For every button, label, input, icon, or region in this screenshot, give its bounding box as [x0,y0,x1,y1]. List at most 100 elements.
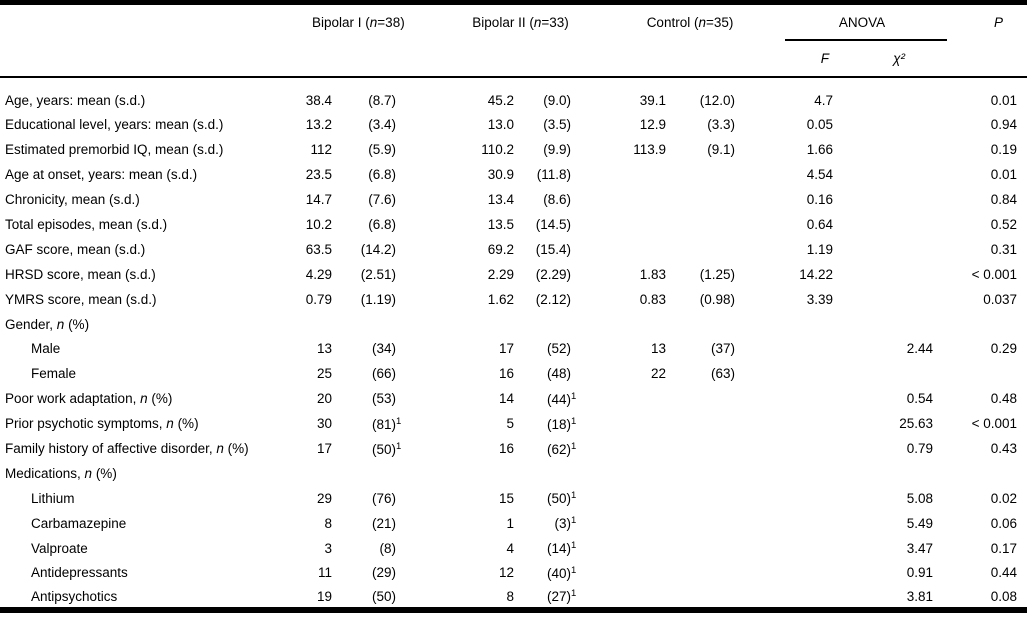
table-row: Age, years: mean (s.d.) 38.4 (8.7) 45.2 … [0,77,1027,113]
cell-ctrl-sd [666,536,735,561]
cell-label: Family history of affective disorder, n … [5,441,249,457]
cell-gap [396,486,456,511]
cell-bp2-sd: (3)1 [554,515,577,532]
cell-ctrl-sd [666,486,735,511]
header-empty-label [0,3,298,41]
cell-ctrl-n [631,312,666,337]
cell-gap [571,262,631,287]
cell-label: GAF score, mean (s.d.) [5,241,146,257]
cell-label: Total episodes, mean (s.d.) [5,217,168,232]
cell-bp2-n [456,461,514,486]
cell-f [735,585,833,610]
cell-ctrl-n [631,486,666,511]
header-chi-square: χ² [833,40,934,78]
cell-ctrl-n [631,436,666,461]
cell-chi-sq [833,113,933,138]
cell-bp2-n [456,312,514,337]
header-empty [631,40,736,78]
cell-p: 0.037 [983,291,1018,307]
cell-gap [571,287,631,312]
cell-gap [571,486,631,511]
cell-bp1-n: 11 [317,565,332,581]
table-row: Estimated premorbid IQ, mean (s.d.) 112 … [0,137,1027,162]
cell-ctrl-n: 39.1 [639,93,667,108]
cell-bp1-sd: (50)1 [372,440,402,457]
cell-gap [571,461,631,486]
table-row: Age at onset, years: mean (s.d.) 23.5 (6… [0,162,1027,187]
cell-gap [571,113,631,138]
cell-bp2-sd: (2.29) [535,266,572,282]
cell-ctrl-n [631,561,666,586]
table-row: YMRS score, mean (s.d.) 0.79 (1.19) 1.62… [0,287,1027,312]
cell-p: < 0.001 [971,416,1018,432]
cell-p [933,461,1027,486]
cell-f [735,561,833,586]
cell-f: 4.7 [814,93,834,108]
cell-bp1-n: 8 [324,515,332,531]
cell-bp1-n: 23.5 [305,167,332,183]
cell-bp2-sd: (52) [547,341,572,357]
cell-bp1-n: 13 [316,341,332,357]
cell-chi-sq: 0.79 [906,441,934,457]
table-row: Antidepressants 11 (29) 12 (40)1 0.91 0.… [0,561,1027,586]
cell-gap [571,237,631,262]
cell-label: Age, years: mean (s.d.) [5,93,146,108]
cell-gap [396,113,456,138]
cell-gap [396,411,456,436]
cell-bp2-sd: (2.12) [535,291,572,307]
cell-bp1-n: 20 [316,391,332,407]
cell-ctrl-sd [666,237,735,262]
cell-ctrl-n: 1.83 [639,266,667,282]
cell-bp2-n: 13.0 [487,117,515,133]
header-anova: ANOVA [735,3,948,41]
cell-f [735,337,833,362]
cell-chi-sq [833,461,933,486]
cell-gap [396,585,456,610]
cell-bp1-n: 13.2 [305,117,332,133]
cell-gap [571,137,631,162]
cell-p: 0.29 [990,341,1018,357]
cell-bp1-n: 29 [316,490,332,506]
cell-ctrl-sd [666,585,735,610]
cell-ctrl-sd [666,187,735,212]
cell-bp1-n: 14.7 [305,192,332,208]
header-f-statistic: F [735,40,834,78]
cell-bp1-sd [332,461,396,486]
cell-bp2-n: 5 [506,416,515,432]
table-row: Prior psychotic symptoms, n (%) 30 (81)1… [0,411,1027,436]
cell-bp1-n [298,312,332,337]
cell-p: 0.19 [990,142,1018,158]
cell-chi-sq [833,137,933,162]
cell-bp1-sd: (5.9) [368,142,397,158]
cell-p: 0.06 [990,515,1018,531]
cell-gap [571,187,631,212]
cell-p: 0.01 [990,93,1018,108]
cell-p: 0.17 [990,540,1018,556]
cell-p [933,361,1027,386]
cell-f: 3.39 [806,291,834,307]
cell-bp1-sd: (76) [372,490,397,506]
cell-bp1-n [298,461,332,486]
cell-p: 0.52 [990,217,1018,232]
cell-ctrl-n [631,585,666,610]
cell-gap [396,536,456,561]
cell-bp2-sd [514,461,571,486]
cell-f: 0.16 [806,192,834,208]
cell-chi-sq: 3.47 [906,540,934,556]
table-row: Educational level, years: mean (s.d.) 13… [0,113,1027,138]
cell-ctrl-n [631,536,666,561]
cell-p: 0.43 [990,441,1018,457]
cell-ctrl-n: 12.9 [639,117,667,133]
cell-bp1-sd: (21) [372,515,397,531]
cell-label: Gender, n (%) [5,316,90,332]
cell-ctrl-sd: (9.1) [707,142,736,158]
cell-f [735,411,833,436]
table-header: Bipolar I (n=38) Bipolar II (n=33) Contr… [0,3,1027,78]
cell-gap [571,162,631,187]
cell-gap [571,77,631,113]
cell-f [735,386,833,411]
cell-ctrl-n: 22 [651,366,667,382]
cell-f: 4.54 [806,167,834,183]
cell-chi-sq [833,312,933,337]
cell-label: HRSD score, mean (s.d.) [5,266,156,282]
